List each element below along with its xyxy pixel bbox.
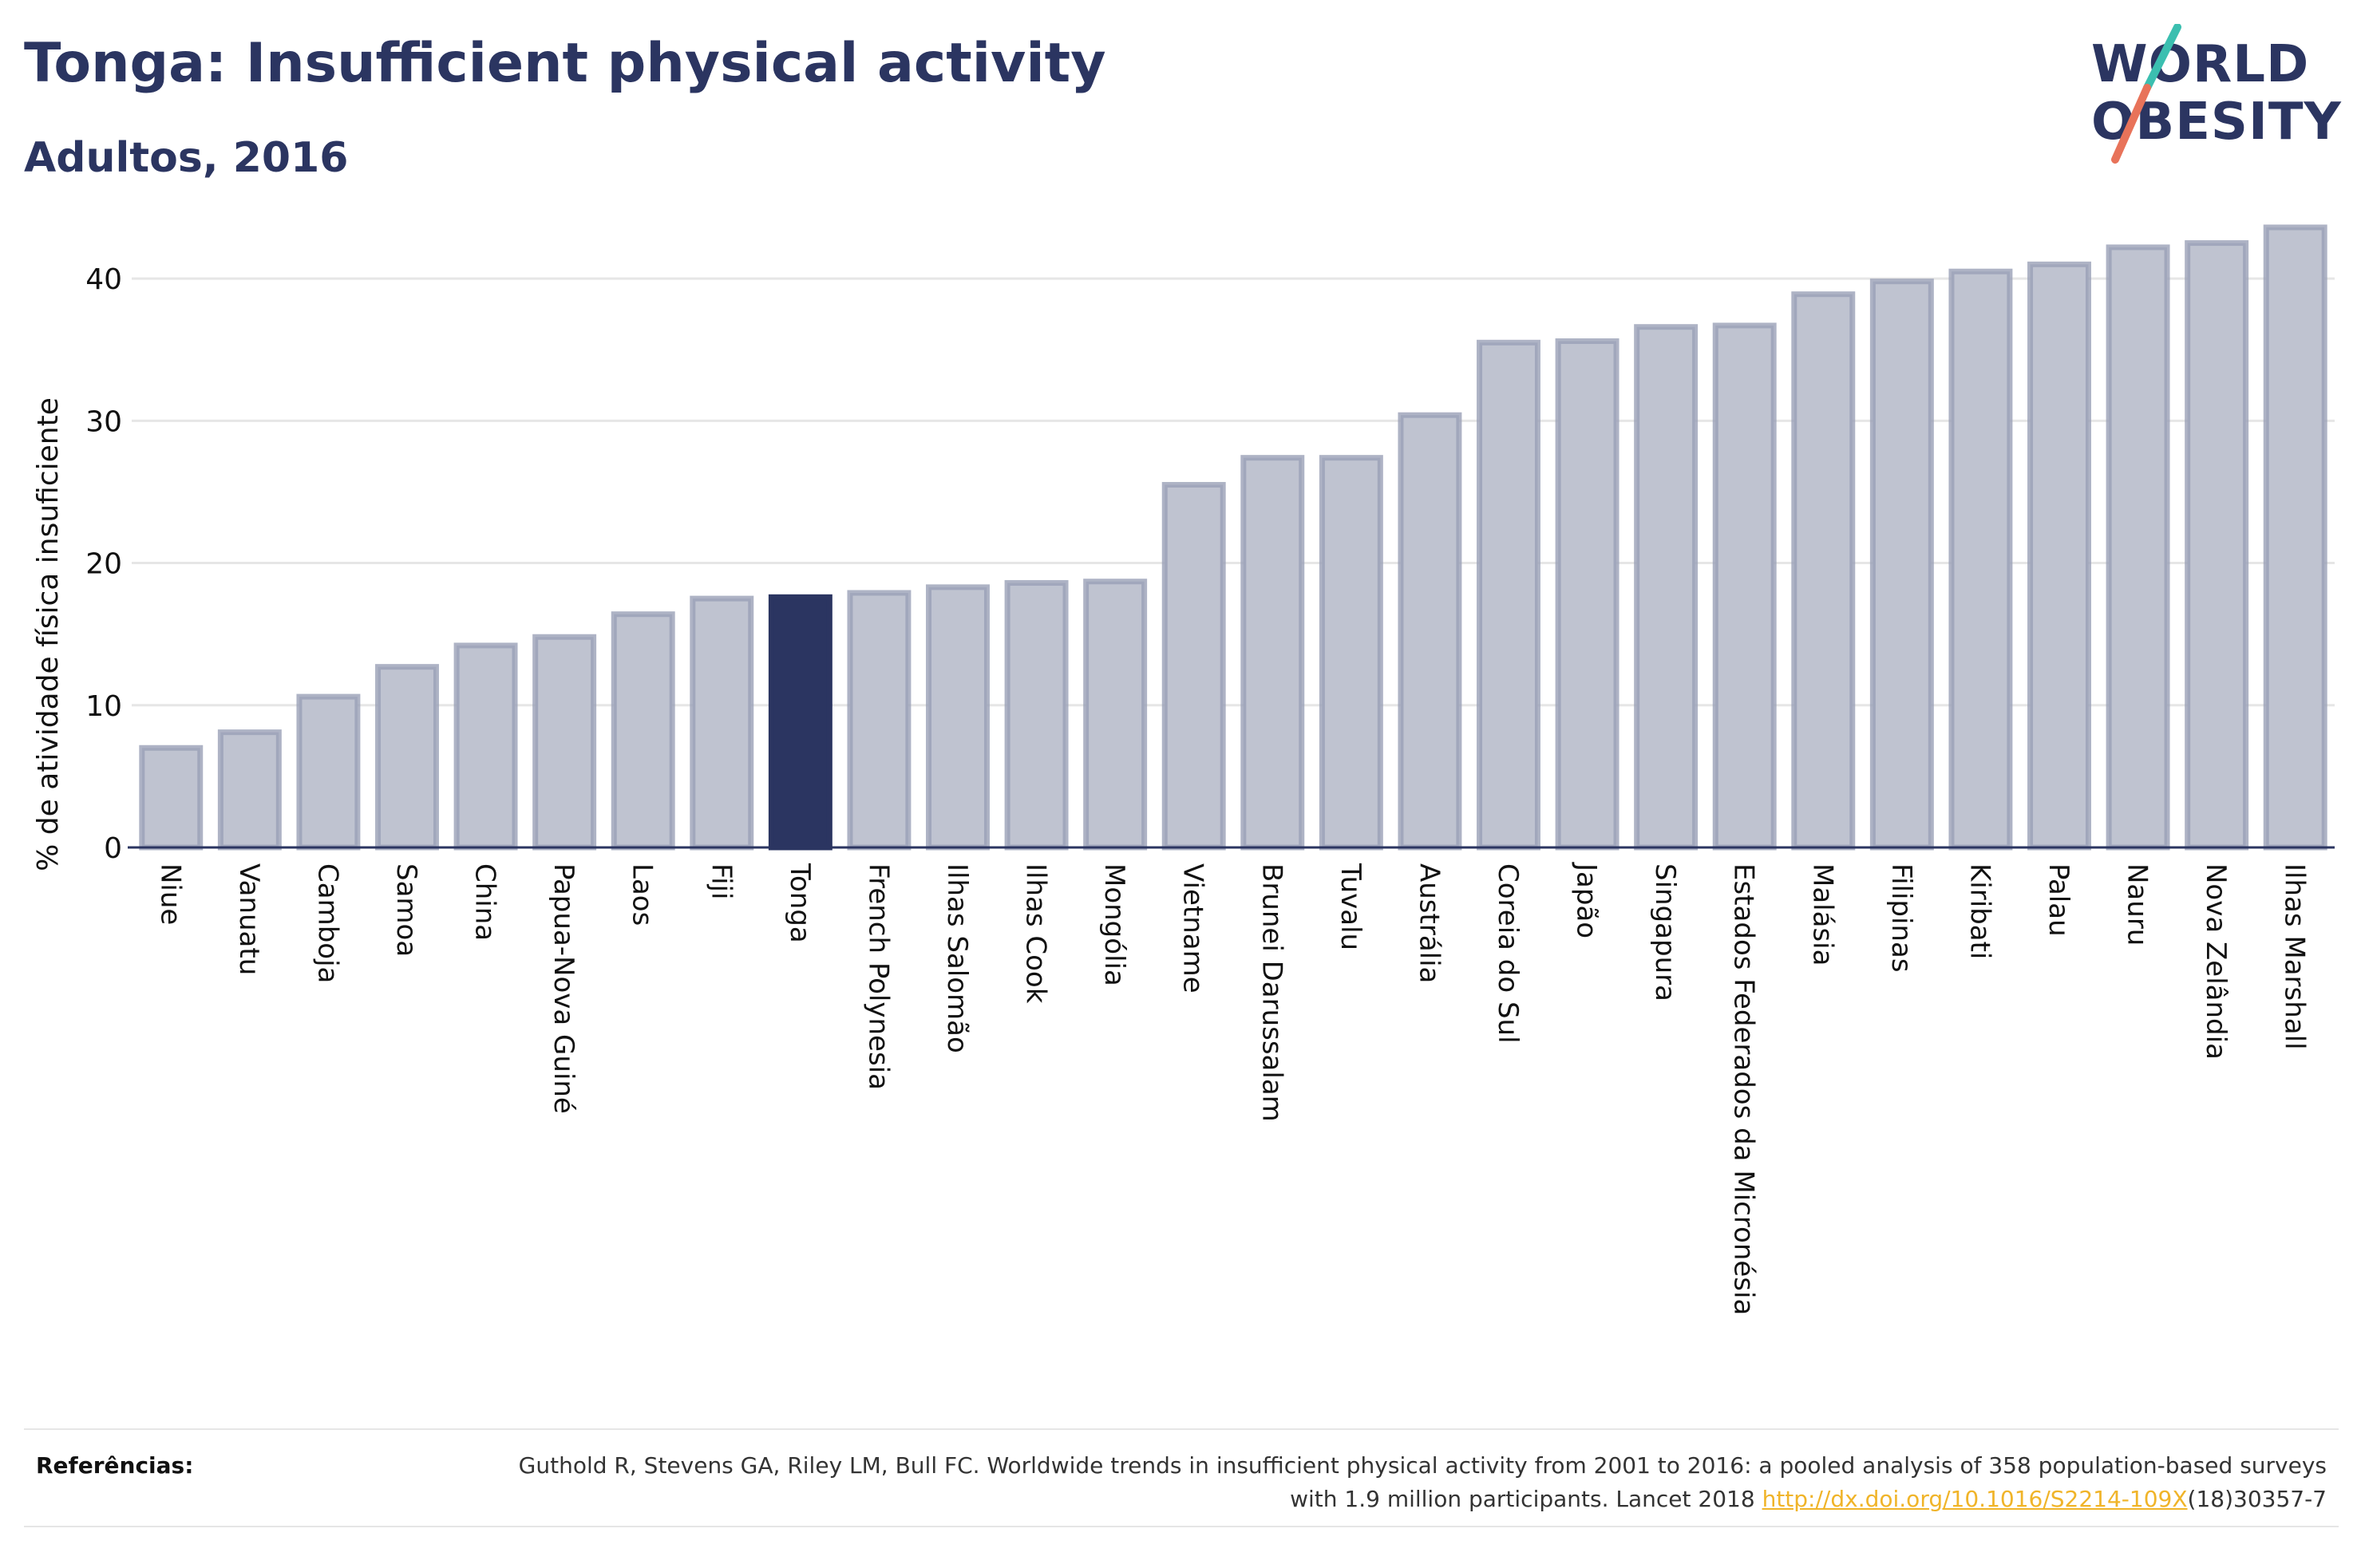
x-tick-label: Tonga — [784, 863, 816, 943]
bar-estados-federados-da-micron-sia[interactable] — [1712, 322, 1777, 851]
x-tick-label: French Polynesia — [862, 863, 894, 1090]
references-text: Guthold R, Stevens GA, Riley LM, Bull FC… — [491, 1449, 2327, 1516]
bar-camboja[interactable] — [296, 693, 361, 851]
x-tick-label: Filipinas — [1885, 863, 1917, 973]
y-tick-label: 0 — [104, 832, 122, 865]
y-tick-label: 40 — [85, 263, 122, 296]
y-tick-label: 10 — [85, 690, 122, 723]
x-tick-label: Ilhas Cook — [1020, 863, 1052, 1004]
bar-vietname[interactable] — [1161, 482, 1226, 851]
bar-nova-zel-ndia[interactable] — [2185, 240, 2249, 851]
bar-brunei-darussalam[interactable] — [1240, 455, 1305, 851]
references-label: Referências: — [36, 1452, 194, 1479]
bar-kiribati[interactable] — [1948, 268, 2013, 851]
x-tick-label: Austrália — [1413, 863, 1445, 983]
bars — [139, 224, 2327, 851]
world-obesity-logo: WORLD OBESITY — [2075, 24, 2347, 168]
references-citation: Guthold R, Stevens GA, Riley LM, Bull FC… — [518, 1452, 2327, 1512]
y-tick-label: 20 — [85, 548, 122, 581]
bar-mal-sia[interactable] — [1791, 291, 1856, 851]
x-tick-label: Ilhas Salomão — [941, 863, 973, 1053]
references-citation-end: (18)30357-7 — [2187, 1486, 2327, 1512]
references-doi-link[interactable]: http://dx.doi.org/10.1016/S2214-109X — [1762, 1486, 2188, 1512]
logo-line-1: WORLD — [2091, 35, 2310, 94]
x-tick-label: Papua-Nova Guiné — [548, 863, 579, 1114]
bar-ilhas-salom-o[interactable] — [926, 584, 990, 851]
bar-tonga[interactable] — [768, 594, 832, 851]
bar-vanuatu[interactable] — [217, 729, 282, 851]
bar-tuvalu[interactable] — [1319, 455, 1383, 851]
bar-mong-lia[interactable] — [1083, 579, 1148, 851]
references-panel: Referências: Guthold R, Stevens GA, Rile… — [24, 1428, 2339, 1527]
bar-nauru[interactable] — [2106, 244, 2170, 851]
bar-ilhas-cook[interactable] — [1004, 580, 1069, 851]
x-tick-label: Kiribati — [1964, 863, 1995, 959]
y-axis-label: % de atividade física insuficiente — [32, 397, 65, 871]
x-tick-label: Niue — [154, 863, 186, 925]
axes: 0 10 20 30 40 Niue Vanuatu Camboja Samoa China Pap… — [85, 263, 2335, 1315]
x-tick-label: Nova Zelândia — [2200, 863, 2232, 1060]
bar-palau[interactable] — [2027, 261, 2091, 851]
x-tick-label: Estados Federados da Micronésia — [1728, 863, 1760, 1315]
chart-title: Tonga: Insufficient physical activity — [24, 32, 1106, 95]
x-tick-label: China — [469, 863, 501, 941]
x-tick-label: Japão — [1571, 862, 1603, 938]
bar-laos[interactable] — [611, 611, 675, 851]
bar-samoa[interactable] — [375, 664, 439, 851]
bar-papua-nova-guin-[interactable] — [532, 634, 597, 851]
x-tick-label: Vietname — [1177, 863, 1209, 993]
logo-slash-icon — [2111, 24, 2181, 164]
x-tick-label: Malásia — [1806, 863, 1838, 966]
x-tick-label: Palau — [2043, 863, 2074, 937]
bar-fiji[interactable] — [690, 595, 754, 851]
bar-niue[interactable] — [139, 745, 204, 851]
x-tick-label: Coreia do Sul — [1492, 863, 1524, 1044]
x-tick-label: Singapura — [1649, 863, 1681, 1001]
x-tick-label: Tuvalu — [1335, 863, 1366, 950]
x-tick-label: Camboja — [311, 863, 343, 983]
bar-filipinas[interactable] — [1869, 278, 1934, 851]
bar-coreia-do-sul[interactable] — [1477, 339, 1540, 851]
x-tick-label: Mongólia — [1098, 863, 1130, 986]
y-tick-label: 30 — [85, 405, 122, 438]
bar-ilhas-marshall[interactable] — [2263, 224, 2327, 851]
x-tick-label: Ilhas Marshall — [2279, 863, 2311, 1050]
bar-singapura[interactable] — [1634, 324, 1699, 851]
bar-chart: 0 10 20 30 40 Niue Vanuatu Camboja Samoa China Pap… — [32, 224, 2335, 1315]
x-tick-label: Nauru — [2122, 863, 2153, 946]
bar-austr-lia[interactable] — [1398, 412, 1462, 851]
bar-jap-o[interactable] — [1555, 338, 1619, 851]
bar-china[interactable] — [453, 642, 518, 851]
x-tick-label: Vanuatu — [233, 863, 265, 975]
x-tick-label: Samoa — [390, 863, 422, 957]
x-tick-label: Brunei Darussalam — [1256, 863, 1287, 1122]
bar-french-polynesia[interactable] — [847, 590, 912, 851]
x-tick-label: Fiji — [705, 863, 737, 899]
x-tick-label: Laos — [627, 863, 658, 926]
chart-subtitle: Adultos, 2016 — [24, 134, 349, 182]
